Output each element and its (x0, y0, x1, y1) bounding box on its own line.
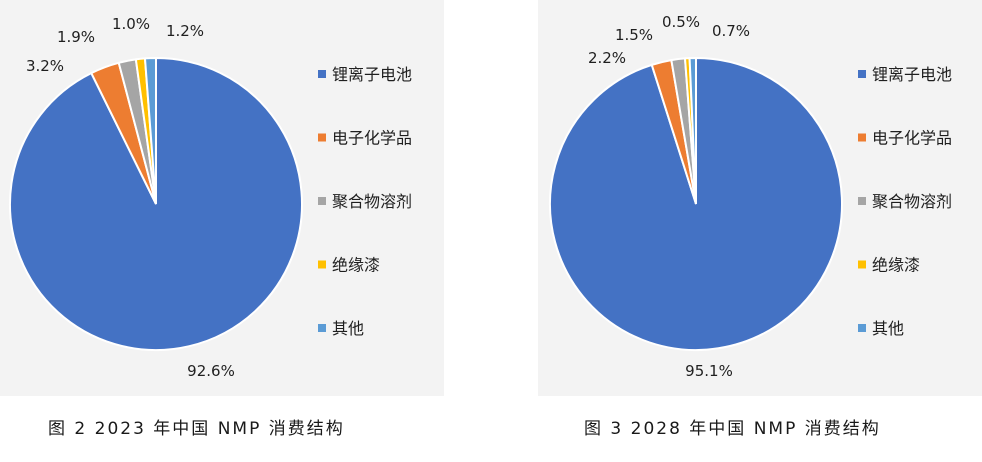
legend-label-electronic-chemicals: 电子化学品 (332, 129, 412, 148)
legend-swatch-lithium-ion-battery (318, 70, 326, 78)
data-label-lithium-ion-battery: 92.6% (187, 362, 235, 380)
legend-swatch-polymer-solvent (318, 197, 326, 205)
legend-swatch-electronic-chemicals (858, 133, 866, 142)
legend-swatch-insulating-varnish (858, 260, 866, 269)
pie-chart-2023-panel: 92.6% 3.2% 1.9% 1.0% 1.2% 锂离子电池电子化学品聚合物溶剂绝缘漆其… (0, 0, 444, 396)
data-label-polymer-solvent: 1.9% (57, 28, 95, 46)
legend-label-insulating-varnish: 绝缘漆 (332, 256, 380, 275)
legend-swatch-polymer-solvent (858, 197, 866, 205)
legend-label-lithium-ion-battery: 锂离子电池 (332, 65, 412, 84)
pie-slice-other (688, 56, 697, 205)
legend-label-insulating-varnish: 绝缘漆 (872, 256, 920, 275)
legend-label-polymer-solvent: 聚合物溶剂 (872, 192, 952, 211)
data-label-electronic-chemicals: 3.2% (26, 57, 64, 75)
data-label-other: 1.2% (166, 22, 204, 40)
data-label-lithium-ion-battery: 95.1% (685, 362, 733, 380)
legend-label-other: 其他 (332, 319, 364, 338)
data-label-insulating-varnish: 1.0% (112, 15, 150, 33)
data-label-polymer-solvent: 1.5% (615, 26, 653, 44)
legend-swatch-lithium-ion-battery (858, 70, 866, 78)
data-label-insulating-varnish: 0.5% (662, 13, 700, 31)
legend-swatch-other (858, 324, 866, 332)
legend-label-electronic-chemicals: 电子化学品 (872, 129, 952, 148)
pie-slice-other (143, 56, 157, 205)
data-label-other: 0.7% (712, 22, 750, 40)
pie-chart-2028-panel: 95.1% 2.2% 1.5% 0.5% 0.7% 锂离子电池电子化学品聚合物溶剂绝缘漆其… (538, 0, 982, 396)
figure-caption-2028: 图 3 2028 年中国 NMP 消费结构 (584, 419, 881, 439)
legend-swatch-electronic-chemicals (318, 133, 326, 142)
legend-swatch-insulating-varnish (318, 260, 326, 269)
legend-swatch-other (318, 324, 326, 332)
legend-label-other: 其他 (872, 319, 904, 338)
figure-caption-2023: 图 2 2023 年中国 NMP 消费结构 (48, 419, 345, 439)
legend-label-lithium-ion-battery: 锂离子电池 (872, 65, 952, 84)
data-label-electronic-chemicals: 2.2% (588, 49, 626, 67)
legend-label-polymer-solvent: 聚合物溶剂 (332, 192, 412, 211)
pie-chart-2023: 92.6% 3.2% 1.9% 1.0% 1.2% 锂离子电池电子化学品聚合物溶剂绝缘漆其… (9, 15, 412, 380)
pie-chart-2028: 95.1% 2.2% 1.5% 0.5% 0.7% 锂离子电池电子化学品聚合物溶剂绝缘漆其… (549, 13, 952, 380)
